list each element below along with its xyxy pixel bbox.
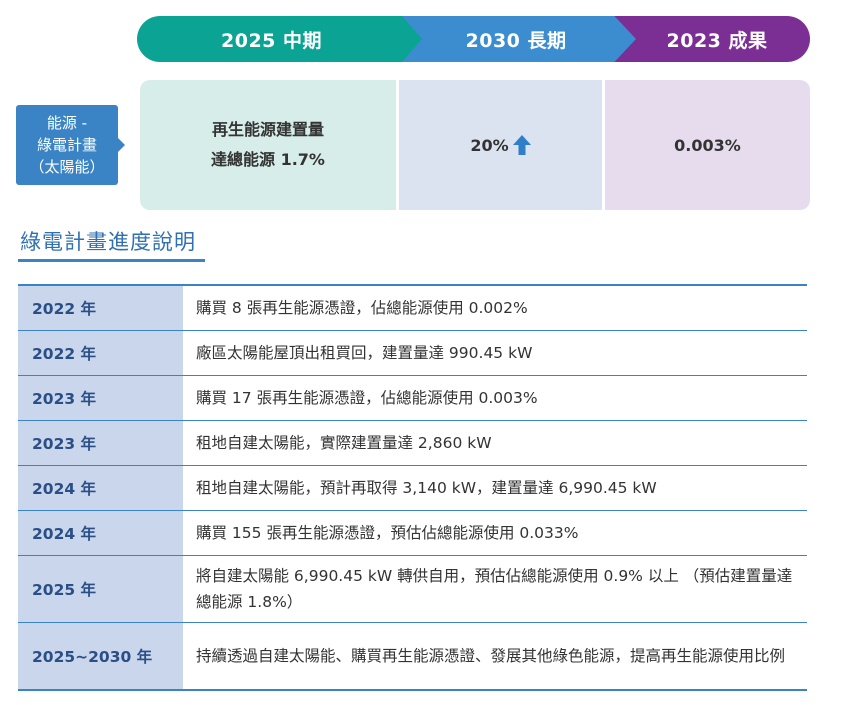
table-row: 2025~2030 年 持續透過自建太陽能、購買再生能源憑證、發展其他綠色能源，… <box>18 622 807 691</box>
row-year: 2025~2030 年 <box>18 622 183 691</box>
table-row: 2025 年 將自建太陽能 6,990.45 kW 轉供自用，預估佔總能源使用 … <box>18 555 807 623</box>
header-mid-term-label: 2025 中期 <box>221 29 322 52</box>
target-result: 0.003% <box>605 80 810 210</box>
table-row: 2024 年 購買 155 張再生能源憑證，預估佔總能源使用 0.033% <box>18 510 807 556</box>
table-row: 2022 年 購買 8 張再生能源憑證，佔總能源使用 0.002% <box>18 285 807 331</box>
table-row: 2023 年 租地自建太陽能，實際建置量達 2,860 kW <box>18 420 807 466</box>
row-year: 2022 年 <box>18 285 183 331</box>
header-result: 2023 成果 <box>610 16 810 62</box>
row-year: 2025 年 <box>18 555 183 623</box>
row-description: 租地自建太陽能，預計再取得 3,140 kW，建置量達 6,990.45 kW <box>183 465 807 511</box>
row-description: 廠區太陽能屋頂出租買回，建置量達 990.45 kW <box>183 330 807 376</box>
row-year: 2022 年 <box>18 330 183 376</box>
target-long-term-value: 20% <box>470 135 509 155</box>
header-long-term-label: 2030 長期 <box>465 29 567 52</box>
arrow-up-icon <box>512 135 531 155</box>
target-mid-term: 再生能源建置量 達總能源 1.7% <box>140 80 396 210</box>
target-result-value: 0.003% <box>674 135 741 155</box>
table-row: 2024 年 租地自建太陽能，預計再取得 3,140 kW，建置量達 6,990… <box>18 465 807 511</box>
row-description: 將自建太陽能 6,990.45 kW 轉供自用，預估佔總能源使用 0.9% 以上… <box>183 555 807 623</box>
header-mid-term: 2025 中期 <box>137 16 422 62</box>
row-year: 2023 年 <box>18 420 183 466</box>
category-tag-line1: 能源 - <box>46 114 88 132</box>
section-title: 綠電計畫進度說明 <box>20 230 196 254</box>
row-year: 2023 年 <box>18 375 183 421</box>
section-title-underline <box>18 259 205 262</box>
row-description: 持續透過自建太陽能、購買再生能源憑證、發展其他綠色能源，提高再生能源使用比例 <box>183 622 807 691</box>
progress-table: 2022 年 購買 8 張再生能源憑證，佔總能源使用 0.002% 2022 年… <box>18 284 807 691</box>
row-description: 購買 155 張再生能源憑證，預估佔總能源使用 0.033% <box>183 510 807 556</box>
category-tag-line2: 綠電計畫 <box>36 136 97 154</box>
category-tag-line3: （太陽能） <box>29 158 105 176</box>
target-mid-term-line1: 再生能源建置量 <box>211 120 324 139</box>
table-row: 2023 年 購買 17 張再生能源憑證，佔總能源使用 0.003% <box>18 375 807 421</box>
row-description: 購買 17 張再生能源憑證，佔總能源使用 0.003% <box>183 375 807 421</box>
row-year: 2024 年 <box>18 510 183 556</box>
row-year: 2024 年 <box>18 465 183 511</box>
header-long-term: 2030 長期 <box>396 16 636 62</box>
row-description: 購買 8 張再生能源憑證，佔總能源使用 0.002% <box>183 285 807 331</box>
target-long-term: 20% <box>399 80 602 210</box>
target-mid-term-line2: 達總能源 1.7% <box>211 150 325 169</box>
category-tag: 能源 - 綠電計畫 （太陽能） <box>16 105 125 185</box>
header-result-label: 2023 成果 <box>666 29 768 52</box>
row-description: 租地自建太陽能，實際建置量達 2,860 kW <box>183 420 807 466</box>
table-row: 2022 年 廠區太陽能屋頂出租買回，建置量達 990.45 kW <box>18 330 807 376</box>
